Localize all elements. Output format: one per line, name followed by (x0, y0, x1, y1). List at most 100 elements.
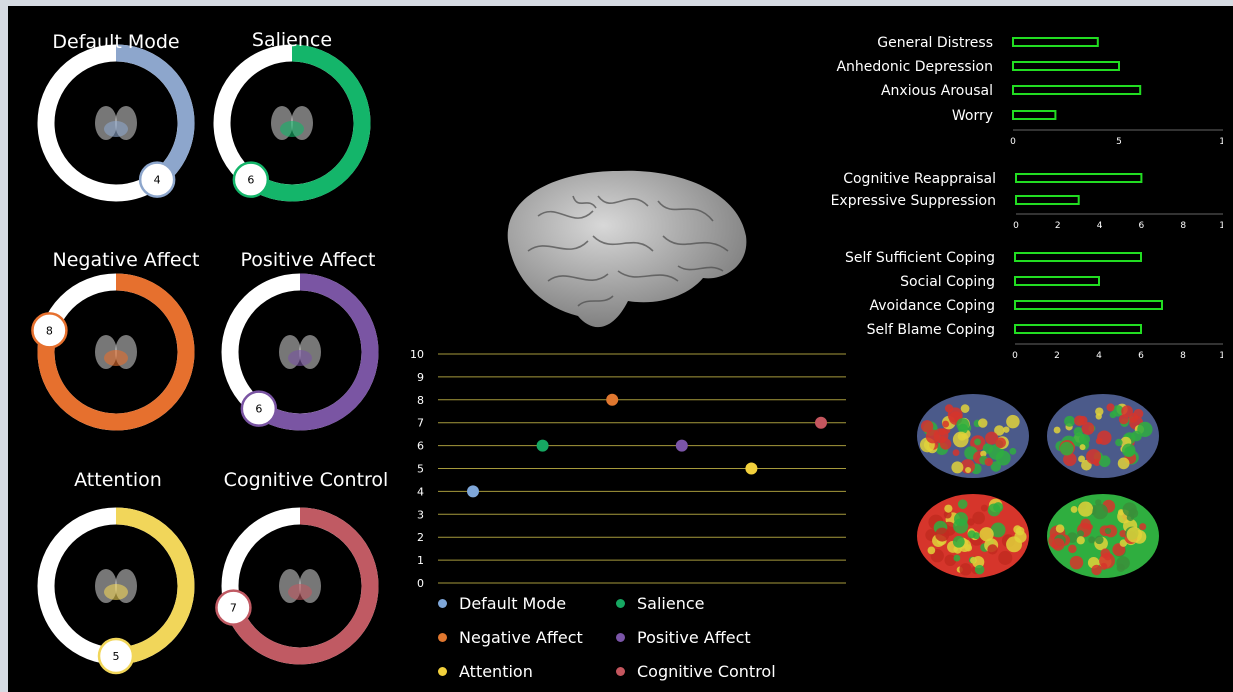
bar-category-label: Cognitive Reappraisal (843, 171, 996, 187)
activation-map-1 (917, 394, 1029, 478)
donut-value-label: 4 (154, 174, 161, 187)
donut-title: Salience (251, 29, 333, 51)
x-tick-label: 10 (1219, 137, 1223, 147)
legend-item-salience: Salience (616, 594, 704, 613)
bar-anxious-arousal (1012, 85, 1142, 95)
bar-expressive-suppression (1015, 195, 1080, 205)
bar-category-label: Expressive Suppression (831, 193, 996, 209)
legend-marker (438, 633, 447, 642)
brain-surface (507, 170, 747, 328)
legend-item-negative-affect: Negative Affect (438, 628, 583, 647)
y-tick-label: 5 (417, 463, 424, 476)
legend-label: Positive Affect (637, 628, 751, 647)
bar-category-label: Avoidance Coping (870, 298, 995, 314)
donut-attention: 5 (37, 507, 195, 675)
questionnaire-bar-charts: General Distress Anhedonic Depression Anxi… (831, 35, 1223, 361)
legend-marker (616, 667, 625, 676)
y-tick-label: 8 (417, 394, 424, 407)
x-tick-label: 8 (1180, 351, 1186, 361)
y-tick-label: 9 (417, 371, 424, 384)
donut-title: Default Mode (52, 31, 180, 53)
legend-item-positive-affect: Positive Affect (616, 628, 751, 647)
y-tick-label: 4 (417, 485, 424, 498)
donut-value-badge (215, 589, 252, 626)
donut-value-badge (97, 637, 135, 675)
donut-title: Positive Affect (240, 249, 376, 271)
point-positive-affect (675, 439, 688, 452)
x-tick-label: 0 (1012, 351, 1018, 361)
point-default-mode (467, 485, 479, 498)
bar-avoidance-coping (1014, 300, 1163, 310)
legend-item-cognitive-control: Cognitive Control (616, 662, 776, 681)
donut-salience: 6 (213, 44, 371, 202)
point-attention (745, 462, 758, 475)
bar-anhedonic-depression (1012, 61, 1120, 71)
bar-self-sufficient-coping (1014, 252, 1142, 262)
x-tick-label: 6 (1139, 221, 1145, 231)
x-tick-label: 10 (1219, 221, 1223, 231)
point-cognitive-control (815, 416, 827, 429)
brain-glyph-icon (95, 569, 137, 603)
bar-category-label: Social Coping (900, 274, 995, 290)
donut-value-arc (115, 507, 195, 665)
dashboard-canvas: 4 6 8 6 5 7 0 1 2 3 4 5 6 7 8 9 10 Default Mode Salience… (8, 6, 1233, 692)
bar-category-label: Self Sufficient Coping (845, 250, 995, 266)
activation-map-3 (917, 494, 1029, 578)
bar-worry (1012, 110, 1057, 120)
legend-marker (616, 599, 625, 608)
y-tick-label: 10 (410, 348, 424, 361)
bar-general-distress (1012, 37, 1099, 47)
bar-category-label: Worry (952, 108, 993, 124)
brain-gyri (527, 195, 729, 307)
donut-value-label: 8 (46, 324, 53, 337)
bar-category-label: Anxious Arousal (881, 83, 993, 99)
legend-label: Attention (459, 662, 533, 681)
donut-value-label: 6 (255, 403, 262, 416)
activation-map-2 (1047, 394, 1159, 478)
legend-label: Cognitive Control (637, 662, 776, 681)
x-tick-label: 0 (1013, 221, 1019, 231)
bar-category-label: General Distress (877, 35, 993, 51)
activation-map-4 (1047, 494, 1159, 578)
donut-value-badge (232, 161, 270, 198)
x-tick-label: 6 (1138, 351, 1144, 361)
legend-item-default-mode: Default Mode (438, 594, 566, 613)
bar-social-coping (1014, 276, 1100, 286)
donut-value-label: 5 (113, 650, 120, 663)
x-tick-label: 5 (1116, 137, 1122, 147)
y-tick-label: 3 (417, 508, 424, 521)
y-tick-label: 6 (417, 440, 424, 453)
donut-value-badge (240, 390, 278, 427)
donut-title: Negative Affect (52, 249, 200, 271)
x-tick-label: 4 (1096, 351, 1102, 361)
x-tick-label: 2 (1055, 221, 1061, 231)
donut-value-arc (115, 44, 195, 187)
legend-marker (616, 633, 625, 642)
y-tick-label: 7 (417, 417, 424, 430)
donut-value-arc (253, 273, 379, 431)
donut-value-badge (31, 312, 68, 349)
donut-value-badge (138, 161, 176, 198)
legend-label: Salience (637, 594, 705, 613)
legend-item-attention: Attention (438, 662, 533, 681)
legend-label: Negative Affect (459, 628, 583, 647)
network-score-chart: 0 1 2 3 4 5 6 7 8 9 10 (410, 348, 846, 590)
y-tick-label: 0 (417, 577, 424, 590)
donut-cognitive-control: 7 (215, 507, 379, 665)
x-tick-label: 0 (1010, 137, 1016, 147)
y-tick-label: 1 (417, 554, 424, 567)
brain-glyph-icon (279, 569, 321, 603)
brain-illustration (507, 170, 747, 328)
point-negative-affect (606, 393, 619, 406)
bar-chart-3: Self Sufficient Coping Social Coping Avoid… (845, 250, 1223, 361)
bar-chart-2: Cognitive Reappraisal Expressive Suppress… (831, 171, 1223, 231)
x-tick-label: 4 (1097, 221, 1103, 231)
point-salience (536, 439, 549, 452)
x-tick-label: 10 (1219, 351, 1223, 361)
brain-glyph-icon (95, 335, 137, 369)
legend-label: Default Mode (459, 594, 567, 613)
brain-glyph-icon (279, 335, 321, 369)
donut-value-arc (37, 273, 195, 431)
donut-value-label: 7 (230, 602, 237, 615)
legend-marker (438, 667, 447, 676)
